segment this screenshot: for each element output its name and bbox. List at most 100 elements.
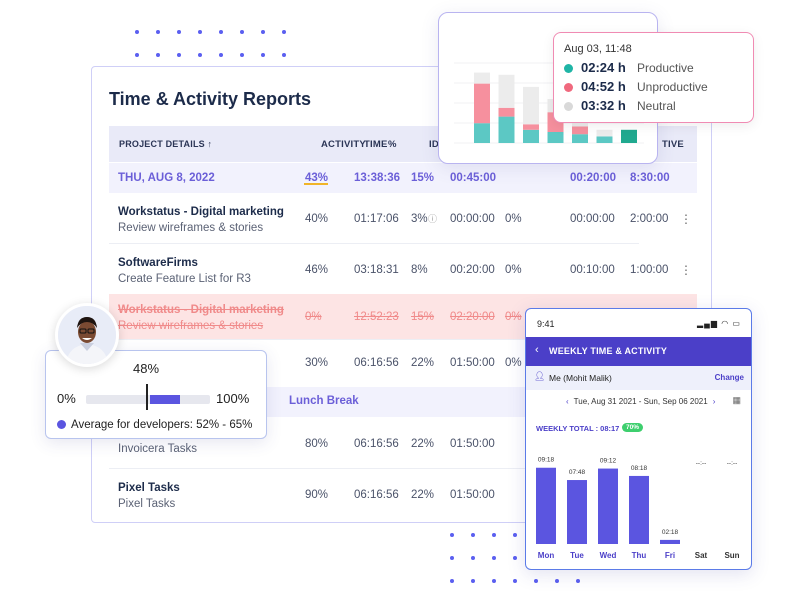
- phone-title: WEEKLY TIME & ACTIVITY: [549, 346, 668, 356]
- week-day-label: Wed: [600, 551, 617, 560]
- week-day-label: Mon: [538, 551, 555, 560]
- week-day-label: Fri: [665, 551, 675, 560]
- tooltip-date: Aug 03, 11:48: [564, 43, 632, 55]
- stacked-bar-neutral: [498, 74, 515, 108]
- stacked-bar-neutral: [474, 72, 490, 84]
- tooltip-label: Productive: [637, 61, 694, 75]
- task-name: Create Feature List for R3: [118, 273, 251, 285]
- phone-header: ‹ WEEKLY TIME & ACTIVITY: [526, 337, 751, 366]
- dot: [282, 53, 286, 57]
- lunch-break-label: Lunch Break: [289, 395, 359, 407]
- time-value: 12:52:23: [354, 311, 399, 323]
- scale-max: 100%: [216, 391, 250, 406]
- weekly-bar-chart: 09:18 Mon 07:48 Tue 09:12 Wed 08:18 Thu 02:18 Fri…: [536, 457, 740, 560]
- project-name: Workstatus - Digital marketing: [118, 206, 284, 218]
- stacked-bar-neutral: [596, 129, 613, 137]
- change-user-button[interactable]: Change: [714, 373, 744, 382]
- column-header-time[interactable]: TIME: [364, 139, 388, 150]
- dot: [198, 53, 202, 57]
- idle-value: 01:50:00: [450, 489, 495, 501]
- col5-value: 00:10:00: [570, 264, 615, 276]
- activity-value: 46%: [305, 264, 329, 276]
- tooltip-value: 04:52 h: [581, 79, 626, 94]
- idle-percent: 0%: [505, 357, 522, 369]
- dot: [492, 579, 496, 583]
- activity-value: 40%: [305, 213, 329, 225]
- next-week-icon[interactable]: ›: [712, 397, 716, 406]
- week-day-label: Sun: [724, 551, 739, 560]
- activity-value: 90%: [305, 489, 329, 501]
- dot: [471, 556, 475, 560]
- dot: [219, 30, 223, 34]
- tooltip-row-neutral: 03:32 h Neutral: [564, 98, 749, 116]
- dot: [198, 30, 202, 34]
- activity-range-bar: [86, 395, 210, 404]
- dot: [156, 30, 160, 34]
- day-time: 13:38:36: [354, 172, 401, 184]
- dot: [261, 30, 265, 34]
- column-header-effective[interactable]: TIVE: [662, 139, 684, 150]
- dot: [450, 579, 454, 583]
- week-day-label: Thu: [632, 551, 647, 560]
- column-header-activity[interactable]: ACTIVITY: [321, 139, 366, 150]
- col5-value: 00:00:00: [570, 213, 615, 225]
- activity-stacked-chart-card: [438, 12, 658, 164]
- dot: [492, 533, 496, 537]
- dot: [576, 579, 580, 583]
- mobile-weekly-card: 9:41 ▂▄▆ ◠ ▭ ‹ WEEKLY TIME & ACTIVITY 👤︎…: [525, 308, 752, 570]
- stacked-bar-productive: [547, 132, 564, 143]
- column-header-percent[interactable]: %: [388, 139, 397, 150]
- back-arrow-icon[interactable]: ‹: [535, 344, 539, 356]
- idle-percent: 0%: [505, 213, 522, 225]
- prev-week-icon[interactable]: ‹: [566, 397, 569, 406]
- weekly-total: WEEKLY TOTAL : 08:17: [536, 424, 620, 433]
- day-activity: 43%: [305, 172, 329, 184]
- column-header-project[interactable]: PROJECT DETAILS ↑: [119, 139, 213, 149]
- column-header-idle[interactable]: ID: [429, 139, 439, 150]
- week-bar: [598, 468, 618, 544]
- day-col6: 8:30:00: [630, 172, 670, 184]
- project-name: Workstatus - Digital marketing: [118, 304, 284, 316]
- calendar-icon[interactable]: ▦: [732, 395, 741, 405]
- avatar: [55, 303, 119, 367]
- dot: [492, 556, 496, 560]
- percent-value: 22%: [411, 357, 435, 369]
- week-bar-label: 08:18: [631, 465, 648, 472]
- more-icon[interactable]: ⋮: [680, 212, 692, 226]
- date-range: ‹ Tue, Aug 31 2021 - Sun, Sep 06 2021 ›: [561, 397, 720, 406]
- day-col5: 00:20:00: [570, 172, 617, 184]
- table-row[interactable]: 30% 06:16:56 22% 01:50:00 0%: [109, 340, 639, 387]
- tooltip-value: 02:24 h: [581, 60, 626, 75]
- more-icon[interactable]: ⋮: [680, 263, 692, 277]
- week-bar-label: 09:18: [538, 457, 555, 464]
- percent-value: 3%: [411, 213, 428, 225]
- table-row[interactable]: SoftwareFirms Create Feature List for R3…: [109, 245, 639, 295]
- idle-value: 02:20:00: [450, 311, 495, 323]
- neutral-dot-icon: [564, 102, 573, 111]
- week-bar-label: --:--: [727, 460, 737, 467]
- dot: [513, 556, 517, 560]
- week-bar-label: 07:48: [569, 469, 586, 476]
- info-icon[interactable]: ⓘ: [428, 214, 438, 224]
- week-bar-label: 02:18: [662, 529, 679, 536]
- developer-range-fill: [150, 395, 181, 404]
- table-row[interactable]: Workstatus - Digital marketing Review wi…: [109, 194, 639, 244]
- task-name: Review wireframes & stories: [118, 222, 264, 234]
- productive-dot-icon: [564, 64, 573, 73]
- stacked-bar-productive: [523, 129, 539, 143]
- idle-value: 00:00:00: [450, 213, 495, 225]
- average-legend: Average for developers: 52% - 65%: [57, 419, 252, 431]
- table-row[interactable]: Pixel Tasks Pixel Tasks 90% 06:16:56 22%…: [109, 470, 529, 520]
- dot: [450, 556, 454, 560]
- idle-percent: 0%: [505, 311, 522, 323]
- dot: [282, 30, 286, 34]
- page-title: Time & Activity Reports: [109, 89, 312, 109]
- phone-status-icons: ▂▄▆ ◠ ▭: [697, 319, 741, 328]
- tooltip-label: Neutral: [637, 99, 676, 113]
- table-row[interactable]: Invoicera Tasks 80% 06:16:56 22% 01:50:0…: [109, 419, 529, 469]
- percent-value: 8%: [411, 264, 428, 276]
- scale-min: 0%: [57, 391, 76, 406]
- dot: [450, 533, 454, 537]
- dot: [135, 30, 139, 34]
